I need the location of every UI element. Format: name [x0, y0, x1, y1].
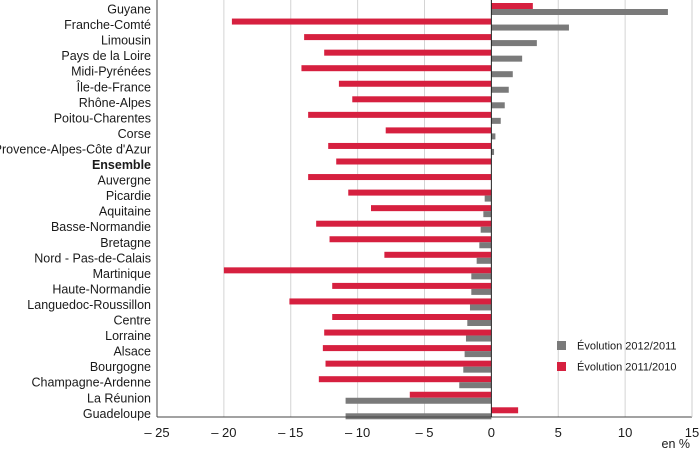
- bar-2012-2011: [345, 397, 492, 404]
- bar-2011-2010: [329, 236, 492, 243]
- x-tick-label: – 25: [144, 425, 169, 440]
- bar-2012-2011: [480, 226, 492, 233]
- category-label: Aquitaine: [99, 205, 151, 219]
- bar-2011-2010: [324, 329, 492, 336]
- category-label: Bretagne: [100, 236, 151, 250]
- bar-2011-2010: [348, 189, 492, 196]
- x-tick-label: 5: [555, 425, 562, 440]
- x-tick-label: – 15: [278, 425, 303, 440]
- bar-2012-2011: [463, 366, 492, 373]
- bar-2011-2010: [318, 376, 492, 383]
- category-label: Ensemble: [92, 158, 151, 172]
- x-tick-labels: – 25 – 20 – 15 – 10 – 5 0 5 10 15: [144, 425, 699, 440]
- bar-2012-2011: [465, 335, 492, 342]
- category-label: Auvergne: [97, 174, 151, 188]
- bar-2012-2011: [491, 86, 509, 93]
- bar-2012-2011: [491, 133, 496, 140]
- bar-2011-2010: [385, 127, 492, 134]
- category-label: Limousin: [101, 34, 151, 48]
- category-label: Martinique: [93, 267, 151, 281]
- bar-2012-2011: [345, 413, 492, 420]
- bar-2011-2010: [308, 174, 492, 181]
- bars: [223, 3, 668, 420]
- category-label: Guadeloupe: [83, 407, 151, 421]
- category-label: Basse-Normandie: [51, 220, 151, 234]
- category-label: Haute-Normandie: [52, 282, 151, 296]
- legend: Évolution 2012/2011 Évolution 2011/2010: [557, 340, 677, 374]
- category-label: Lorraine: [105, 329, 151, 343]
- bar-2012-2011: [471, 273, 492, 280]
- bar-2012-2011: [483, 211, 492, 218]
- category-label: Île-de-France: [76, 79, 151, 94]
- bar-2011-2010: [289, 298, 492, 305]
- bar-2011-2010: [316, 220, 492, 227]
- bar-2012-2011: [469, 304, 492, 311]
- bar-2011-2010: [325, 360, 492, 367]
- bar-2012-2011: [491, 102, 505, 109]
- bar-2012-2011: [467, 320, 492, 326]
- bar-2012-2011: [491, 148, 495, 155]
- category-label: Alsace: [113, 345, 151, 359]
- bar-2011-2010: [304, 34, 492, 41]
- bar-2012-2011: [479, 242, 492, 249]
- category-label: Midi-Pyrénées: [71, 65, 151, 79]
- x-tick-label: – 20: [211, 425, 236, 440]
- bar-2011-2010: [308, 111, 492, 118]
- legend-label: Évolution 2011/2010: [577, 361, 677, 374]
- bar-2012-2011: [491, 24, 569, 31]
- category-label: Provence-Alpes-Côte d'Azur: [0, 142, 151, 156]
- bar-2011-2010: [491, 407, 519, 414]
- plot-frame: [156, 0, 693, 418]
- category-label: Centre: [113, 314, 151, 328]
- bar-2011-2010: [338, 80, 492, 87]
- category-label: Rhône-Alpes: [79, 96, 151, 110]
- x-tick-label: – 5: [415, 425, 433, 440]
- category-label: Bourgogne: [90, 360, 151, 374]
- bar-2011-2010: [332, 314, 492, 320]
- category-label: Languedoc-Roussillon: [27, 298, 151, 312]
- category-label: Corse: [118, 127, 151, 141]
- bar-2011-2010: [336, 158, 492, 165]
- bar-2012-2011: [476, 257, 492, 264]
- bar-2012-2011: [464, 351, 492, 358]
- legend-label: Évolution 2012/2011: [577, 340, 677, 353]
- bar-2012-2011: [491, 55, 523, 62]
- bar-2011-2010: [409, 391, 492, 398]
- legend-swatch: [557, 341, 566, 350]
- category-label: Pays de la Loire: [61, 49, 151, 63]
- legend-swatch: [557, 362, 566, 371]
- bar-2011-2010: [231, 18, 492, 25]
- category-label: Franche-Comté: [64, 18, 151, 32]
- bar-2011-2010: [301, 65, 492, 72]
- category-label: Champagne-Ardenne: [31, 376, 151, 390]
- category-label: Guyane: [107, 3, 151, 17]
- bar-2011-2010: [328, 142, 492, 149]
- category-label: Picardie: [106, 189, 151, 203]
- bar-2012-2011: [491, 117, 501, 124]
- bar-2012-2011: [484, 195, 492, 202]
- x-tick-label: 10: [618, 425, 632, 440]
- category-label: La Réunion: [87, 391, 151, 405]
- bar-2011-2010: [384, 251, 492, 258]
- bar-2011-2010: [371, 205, 492, 212]
- x-tick-label: – 10: [345, 425, 370, 440]
- bar-2012-2011: [491, 9, 668, 15]
- bar-2011-2010: [352, 96, 492, 103]
- x-tick-label: 0: [488, 425, 495, 440]
- x-tick-label: 15: [685, 425, 699, 440]
- bar-2012-2011: [491, 40, 537, 47]
- bar-2012-2011: [471, 288, 492, 295]
- bar-2011-2010: [324, 49, 492, 56]
- bar-2011-2010: [332, 282, 492, 289]
- bar-2011-2010: [223, 267, 492, 274]
- bar-2012-2011: [491, 71, 513, 78]
- category-label: Poitou-Charentes: [54, 111, 151, 125]
- x-axis-unit-label: en %: [662, 437, 691, 451]
- bar-2011-2010: [322, 345, 492, 352]
- category-label: Nord - Pas-de-Calais: [34, 251, 151, 265]
- bar-2012-2011: [459, 382, 492, 389]
- bar-2011-2010: [491, 3, 533, 9]
